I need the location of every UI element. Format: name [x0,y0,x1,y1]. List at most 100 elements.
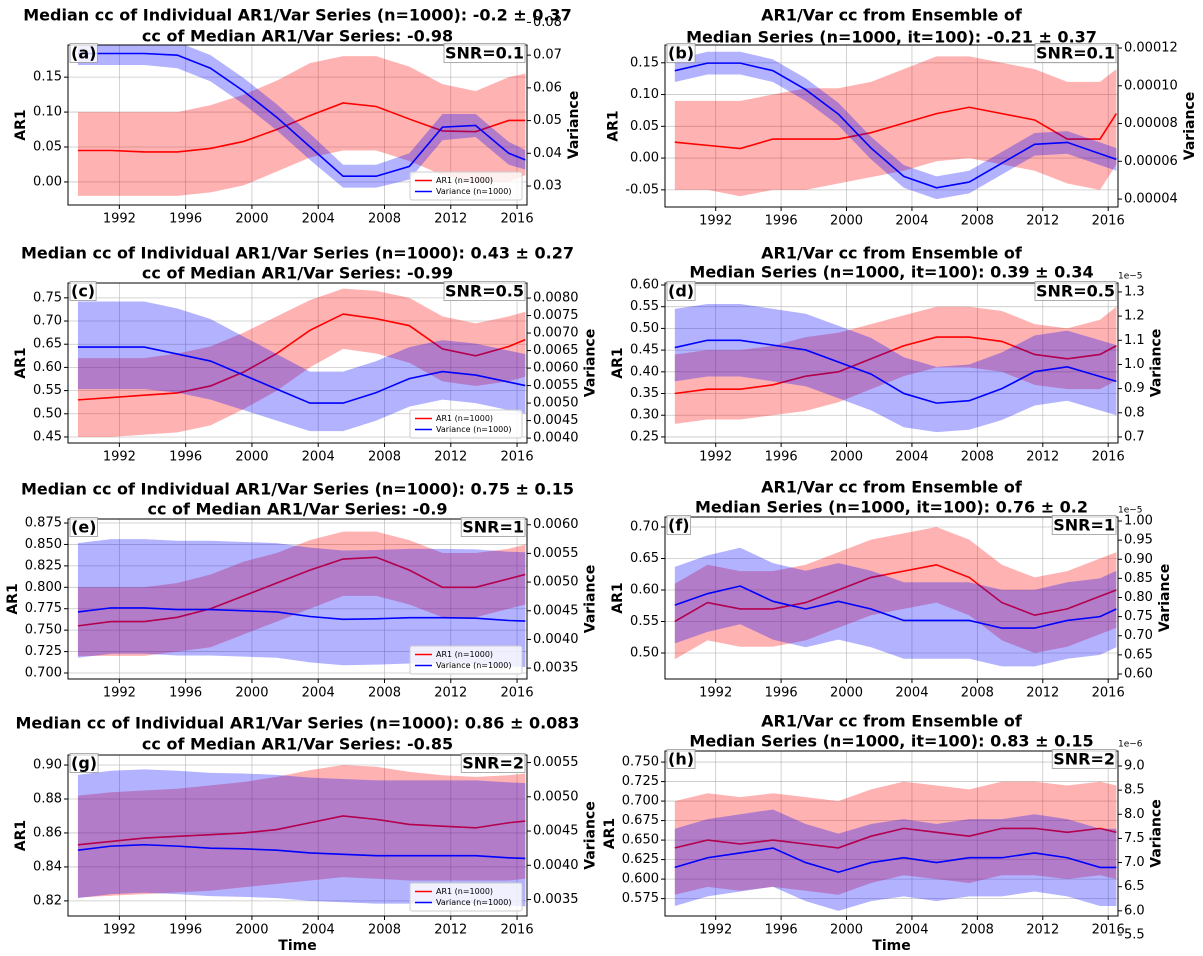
y-tick-label: 0.65 [33,337,62,352]
x-tick-label: 2004 [302,923,335,938]
plot-area [674,304,1117,433]
x-tick-label: 2000 [830,686,863,701]
line [77,346,526,404]
y-axis-label: AR1 [13,109,29,140]
band [674,304,1117,433]
band [77,288,526,437]
subplot: Median cc of Individual AR1/Var Series (… [13,244,598,465]
y-tick-label: 0.575 [622,891,659,906]
y2-tick-label: 0.0050 [533,789,579,804]
band [77,301,526,432]
chart-subtitle: Median Series (n=1000, it=100): 0.83 ± 0… [689,732,1093,751]
band [77,539,526,667]
annotation-box [443,281,526,301]
y-tick-label: 0.84 [33,859,62,874]
x-tick-label: 1996 [169,686,202,701]
legend-label: AR1 (n=1000) [436,887,493,896]
panel-label: (c) [71,282,95,301]
y-tick-label: 0.70 [33,314,62,329]
x-tick-label: 2008 [368,923,401,938]
x-tick-label: 2016 [501,686,534,701]
legend-box [409,645,523,675]
y2-tick-label: 8.0 [1124,807,1145,822]
plot-area [77,765,526,907]
y2-tick-label: 0.05 [533,113,562,128]
y-tick-label: 0.60 [630,277,659,292]
line [674,62,1117,189]
x-tick-label: 1996 [169,212,202,227]
y-axis-label: AR1 [602,818,618,849]
y2-axis-label: Variance [583,801,599,869]
x-tick-label: 2016 [1092,686,1125,701]
y-tick-label: 0.00 [630,151,659,166]
x-tick-label: 2008 [368,686,401,701]
y-tick-label: 0.55 [630,614,659,629]
x-tick-label: 1992 [699,214,732,229]
legend-box [409,171,523,201]
panel-label: (e) [71,518,96,537]
y-tick-label: 0.30 [630,408,659,423]
y-tick-label: 0.90 [33,758,62,773]
x-tick-label: 2000 [235,450,268,465]
y-axis-label: AR1 [610,347,626,378]
y-tick-label: 0.05 [630,119,659,134]
chart-title: Median cc of Individual AR1/Var Series (… [23,6,572,25]
annotation: SNR=0.5 [445,282,524,301]
y2-tick-label: 0.80 [1124,590,1153,605]
y-tick-label: 0.10 [630,87,659,102]
y-tick-label: 0.15 [33,70,62,85]
y-tick-label: 0.675 [622,813,659,828]
chart-title: AR1/Var cc from Ensemble of [761,712,1023,731]
x-tick-label: 2016 [501,212,534,227]
line [77,102,526,153]
y2-tick-label: 5.5 [1124,927,1145,942]
x-tick-label: 1992 [103,450,136,465]
y2-tick-label: 0.9 [1124,381,1145,396]
y2-tick-label: 0.0040 [533,632,579,647]
panel-label: (b) [668,44,694,63]
chart-title: AR1/Var cc from Ensemble of [761,6,1023,25]
y-axis-label: AR1 [610,582,626,613]
x-tick-label: 2008 [961,923,994,938]
annotation-box [1034,281,1117,301]
annotation-box [1051,515,1117,535]
y2-tick-label: 0.0040 [533,858,579,873]
y-tick-label: 0.875 [25,516,62,531]
band [674,527,1117,660]
x-tick-label: 2004 [895,450,928,465]
y2-tick-label: 0.0040 [533,431,579,446]
y2-tick-label: 0.0075 [533,308,579,323]
line [77,52,526,178]
y2-tick-label: 8.5 [1124,783,1145,798]
x-tick-label: 2016 [1092,923,1125,938]
x-tick-label: 2016 [501,450,534,465]
y2-offset: 1e−6 [1118,740,1143,750]
y2-tick-label: 0.95 [1124,533,1153,548]
y2-tick-label: 0.07 [533,48,562,63]
plot-area [674,527,1117,667]
panel-label: (g) [71,754,97,773]
chart-title: AR1/Var cc from Ensemble of [761,244,1023,263]
x-tick-label: 2012 [1026,923,1059,938]
legend-label: Variance (n=1000) [436,661,511,670]
y2-tick-label: 0.0055 [533,755,579,770]
panel-label: (h) [668,750,694,769]
annotation: SNR=2 [462,754,524,773]
y-tick-label: 0.05 [33,140,62,155]
y2-tick-label: 1.1 [1124,333,1145,348]
x-tick-label: 2012 [434,686,467,701]
y-tick-label: 0.700 [25,666,62,681]
y-tick-label: 0.725 [622,774,659,789]
annotation: SNR=2 [1053,750,1115,769]
band [77,765,526,898]
subplot: Median cc of Individual AR1/Var Series (… [13,6,582,227]
y2-tick-label: 0.8 [1124,405,1145,420]
line [674,563,1117,623]
y-tick-label: 0.25 [630,429,659,444]
y-tick-label: 0.55 [33,383,62,398]
x-tick-label: 1992 [699,923,732,938]
subplot: AR1/Var cc from Ensemble of Median Series… [605,6,1197,229]
annotation-box [460,517,526,537]
y2-tick-label: 0.03 [533,179,562,194]
y2-tick-label: 0.0045 [533,603,579,618]
